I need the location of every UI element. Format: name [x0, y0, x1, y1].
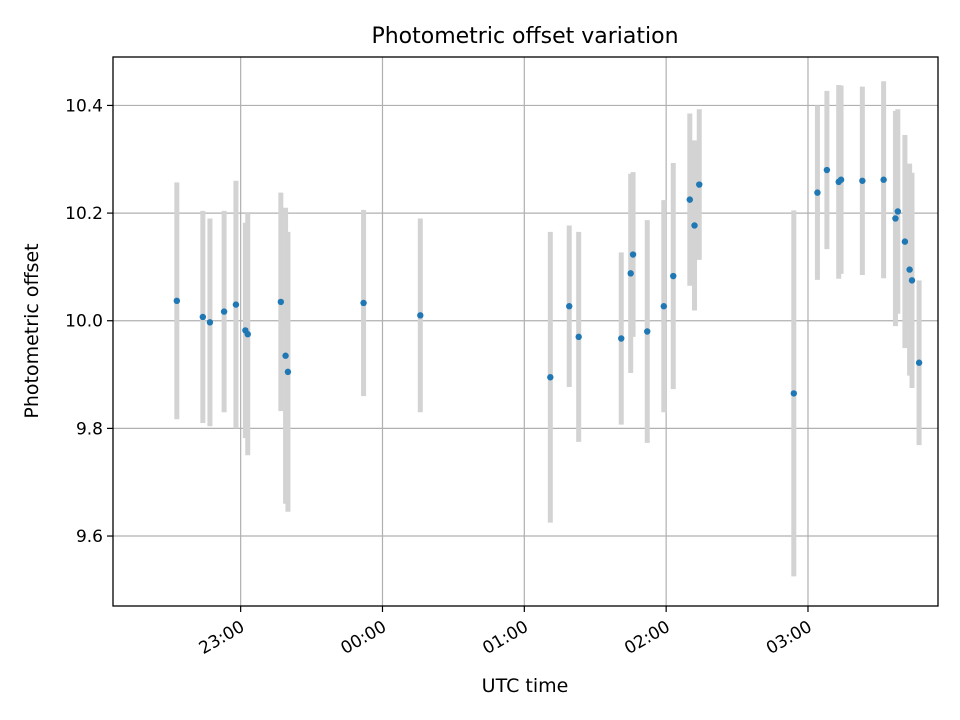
data-point [670, 272, 677, 280]
x-tick-label: 00:00 [338, 617, 390, 659]
data-point [360, 299, 367, 307]
data-point [618, 335, 625, 342]
data-point [206, 319, 214, 326]
data-point [892, 215, 899, 222]
data-point [629, 251, 637, 258]
data-point [566, 303, 573, 310]
data-point [823, 166, 831, 174]
data-point [915, 359, 923, 366]
y-axis-ticks: 9.6 9.8 10.0 10.2 10.4 [65, 96, 113, 547]
x-axis-label: UTC time [482, 675, 569, 697]
data-points [173, 166, 923, 397]
plot-frame [112, 56, 939, 607]
x-tick-label: 02:00 [621, 617, 673, 659]
data-point [284, 368, 292, 376]
y-tick-label: 10.2 [65, 204, 103, 224]
data-point [220, 308, 228, 315]
data-point [244, 330, 251, 338]
data-point [814, 189, 821, 196]
data-point [686, 196, 693, 203]
data-point [790, 390, 798, 397]
data-point [691, 222, 698, 229]
x-tick-label: 23:00 [196, 617, 248, 659]
data-point [880, 176, 887, 183]
data-point [906, 266, 913, 273]
data-point [277, 298, 285, 306]
x-axis-ticks: 23:00 00:00 01:00 02:00 03:00 [196, 606, 815, 659]
data-point [696, 181, 703, 188]
data-point [660, 303, 667, 310]
x-tick-label: 01:00 [479, 617, 531, 659]
data-point [282, 352, 289, 359]
data-point [894, 208, 902, 215]
data-point [644, 328, 651, 335]
y-tick-label: 10.0 [65, 312, 103, 332]
y-tick-label: 9.8 [76, 419, 103, 439]
data-point [908, 277, 916, 284]
data-point [859, 177, 866, 184]
data-point [901, 238, 909, 245]
data-point [575, 333, 582, 341]
data-point [547, 374, 554, 381]
y-axis-label: Photometric offset [21, 243, 43, 418]
chart-title: Photometric offset variation [371, 24, 678, 49]
data-point [173, 297, 181, 305]
y-tick-label: 10.4 [65, 96, 103, 116]
data-point [417, 312, 424, 319]
y-tick-label: 9.6 [76, 527, 103, 547]
x-tick-label: 03:00 [763, 617, 815, 659]
data-point [199, 313, 207, 321]
data-point [837, 176, 845, 183]
data-point [627, 270, 634, 277]
data-point [232, 301, 240, 308]
grid [113, 57, 938, 606]
